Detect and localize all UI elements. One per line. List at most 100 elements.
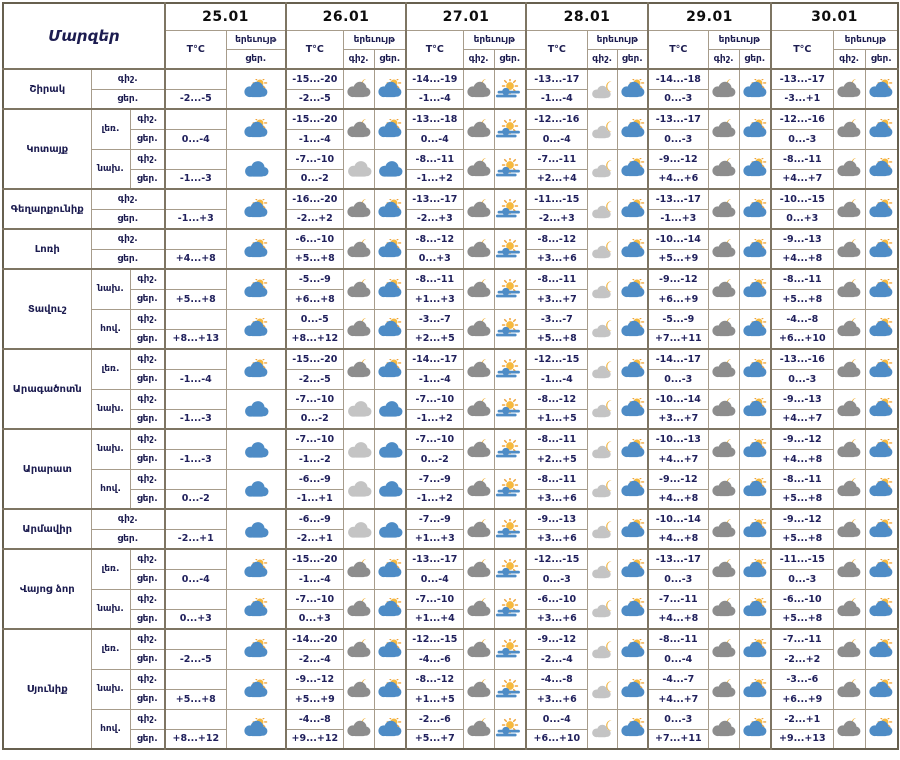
moon-cloud-icon bbox=[466, 438, 490, 457]
moon-cloud-icon bbox=[837, 398, 861, 417]
moon-cloud-icon bbox=[711, 358, 735, 377]
temp-day-cell: -1...-4 bbox=[405, 88, 464, 110]
weather-icon-cell bbox=[707, 388, 740, 430]
temp-day-cell: +6...+10 bbox=[770, 328, 834, 350]
temp-day-cell: -1...-3 bbox=[164, 168, 227, 190]
weather-icon-cell bbox=[586, 588, 618, 630]
temp-night-cell: -8...-12 bbox=[525, 228, 588, 250]
moon-cloud-icon bbox=[346, 558, 370, 577]
temp-night-cell: -10...-13 bbox=[647, 428, 709, 450]
temp-day-cell: +2...+4 bbox=[525, 168, 588, 190]
cloud-sun-icon bbox=[620, 118, 644, 137]
cloud-sun-icon bbox=[743, 278, 767, 297]
temp-day-cell: +4...+7 bbox=[647, 448, 709, 470]
moon-cloud-icon bbox=[466, 398, 490, 417]
weather-icon-cell bbox=[738, 68, 772, 110]
temp-day-cell: 0...-3 bbox=[647, 368, 709, 390]
temp-night-cell: -7...-10 bbox=[285, 428, 344, 450]
weather-icon-cell bbox=[832, 468, 866, 510]
moon-cloud-light-icon bbox=[591, 120, 612, 138]
forecast-row-night: հով. գիշ. 0...-5 -3...-7 -3...-7 -5...-9 -4...… bbox=[3, 308, 899, 350]
weather-icon-cell bbox=[832, 708, 866, 750]
weather-icon-cell bbox=[373, 508, 407, 550]
weather-icon-cell bbox=[864, 548, 899, 590]
forecast-row-day: ցեր. -2...-5 -2...-4 -4...-6 -2...-4 0...-4 -2… bbox=[3, 648, 898, 670]
weather-icon-cell bbox=[616, 468, 649, 510]
temp-night-cell: -5...-9 bbox=[647, 308, 709, 330]
cloud-sun-icon bbox=[378, 318, 402, 337]
weather-icon-cell bbox=[493, 68, 527, 110]
forecast-row-night: Կոտայք լեռ. գիշ. -15...-20 -13...-18 -12...-1… bbox=[2, 108, 899, 190]
temp-day-cell: +7...+11 bbox=[647, 328, 709, 350]
temp-day-cell: +2...+5 bbox=[405, 328, 464, 350]
moon-cloud-icon bbox=[466, 598, 490, 617]
temp-day-cell: -2...-5 bbox=[285, 368, 344, 390]
cloud-sun-icon bbox=[869, 558, 893, 577]
cloud-sun-icon bbox=[869, 318, 893, 337]
weather-icon-cell bbox=[832, 268, 866, 310]
weather-icon-cell bbox=[493, 588, 527, 630]
cloud-sun-icon bbox=[620, 558, 644, 577]
weather-icon-cell bbox=[586, 268, 618, 310]
weather-icon-cell bbox=[738, 668, 772, 710]
cloud-sun-icon bbox=[244, 598, 268, 617]
temp-night-cell: -12...-15 bbox=[405, 628, 464, 650]
moon-cloud-light-icon bbox=[591, 600, 612, 618]
moon-cloud-icon bbox=[837, 598, 861, 617]
temp-day-cell: +5...+8 bbox=[164, 688, 227, 710]
temp-night-cell: -7...-11 bbox=[647, 588, 709, 610]
date-header: 26.01 bbox=[285, 2, 407, 31]
cloud-blue-icon bbox=[378, 401, 403, 417]
temp-day-cell: -2...-5 bbox=[285, 88, 344, 110]
weather-icon-cell bbox=[616, 148, 649, 190]
weather-icon-cell bbox=[225, 108, 287, 150]
night-label: գիշ. bbox=[129, 108, 166, 130]
moon-cloud-icon bbox=[837, 718, 861, 737]
temp-night-cell: -16...-20 bbox=[285, 188, 344, 210]
temp-header: T°C bbox=[164, 29, 227, 70]
cloud-sun-icon bbox=[743, 438, 767, 457]
cloud-sun-icon bbox=[378, 278, 402, 297]
weather-icon-cell bbox=[832, 668, 866, 710]
weather-icon-cell bbox=[738, 348, 772, 390]
cloud-sun-icon bbox=[378, 358, 402, 377]
moon-cloud-icon bbox=[837, 198, 861, 217]
cloud-gray-icon bbox=[347, 441, 371, 458]
temp-night-cell bbox=[164, 708, 227, 730]
temp-night-cell: -9...-12 bbox=[647, 468, 709, 490]
weather-icon-cell bbox=[864, 108, 899, 150]
day-subheader: ցեր. bbox=[616, 48, 649, 70]
cloud-sun-icon bbox=[620, 598, 644, 617]
weather-icon-cell bbox=[832, 188, 866, 230]
weather-icon-cell bbox=[707, 588, 740, 630]
weather-icon-cell bbox=[225, 188, 287, 230]
weather-icon-cell bbox=[586, 548, 618, 590]
forecast-row-night: Տավուշ նախ. գիշ. -5...-9 -8...-11 -8...-11 -9.… bbox=[2, 268, 899, 350]
sun-haze-icon bbox=[495, 78, 520, 97]
temp-night-cell: -15...-20 bbox=[285, 348, 344, 370]
cloud-sun-icon bbox=[869, 198, 893, 217]
weather-icon-cell bbox=[462, 508, 495, 550]
temp-night-cell: -8...-11 bbox=[525, 268, 588, 290]
day-subheader: ցեր. bbox=[864, 48, 899, 70]
day-label: ցեր. bbox=[129, 168, 166, 190]
night-subheader: գիշ. bbox=[586, 48, 618, 70]
weather-icon-cell bbox=[462, 588, 495, 630]
weather-icon-cell bbox=[864, 668, 899, 710]
cloud-sun-icon bbox=[378, 198, 402, 217]
temp-day-cell: -1...-2 bbox=[285, 448, 344, 470]
temp-day-cell: -2...-5 bbox=[164, 648, 227, 670]
moon-cloud-icon bbox=[466, 718, 490, 737]
weather-icon-cell bbox=[832, 508, 866, 550]
temp-night-cell: -8...-12 bbox=[405, 668, 464, 690]
moon-cloud-icon bbox=[711, 638, 735, 657]
night-label: գիշ. bbox=[129, 148, 166, 170]
weather-icon-cell bbox=[462, 668, 495, 710]
weather-icon-cell bbox=[373, 588, 407, 630]
temp-night-cell: -3...-6 bbox=[770, 668, 834, 690]
night-label: գիշ. bbox=[129, 668, 166, 690]
moon-cloud-icon bbox=[466, 678, 490, 697]
zone-label: նախ. bbox=[90, 148, 131, 190]
weather-icon-cell bbox=[462, 108, 495, 150]
